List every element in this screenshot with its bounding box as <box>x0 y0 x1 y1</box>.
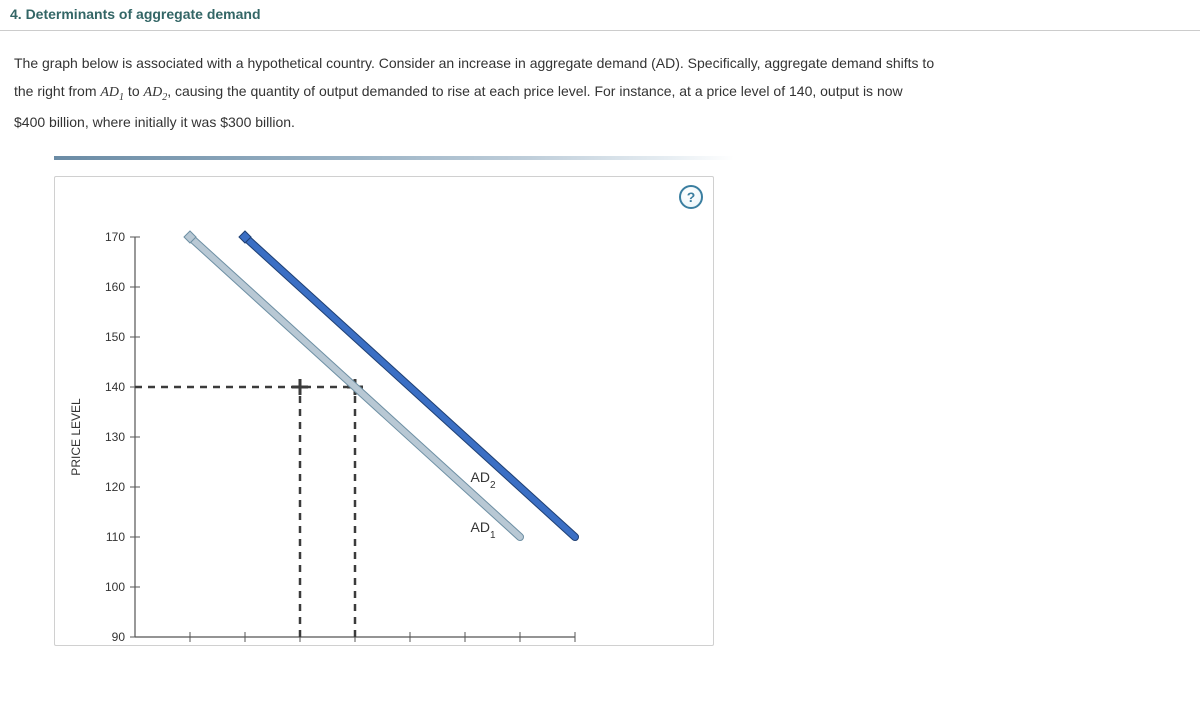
svg-text:110: 110 <box>106 530 125 544</box>
svg-text:160: 160 <box>105 280 125 294</box>
body-line-2a: the right from <box>14 83 100 99</box>
help-button[interactable]: ? <box>679 185 703 209</box>
question-header: 4. Determinants of aggregate demand <box>0 0 1200 31</box>
body-to: to <box>124 83 143 99</box>
help-icon: ? <box>687 183 696 211</box>
svg-text:AD2: AD2 <box>471 469 496 491</box>
svg-text:90: 90 <box>112 630 126 644</box>
svg-text:140: 140 <box>105 380 125 394</box>
body-line-2b: , causing the quantity of output demande… <box>167 83 902 99</box>
divider-bar <box>54 156 734 160</box>
y-axis-label: PRICE LEVEL <box>69 398 83 476</box>
svg-text:100: 100 <box>105 580 125 594</box>
body-line-1: The graph below is associated with a hyp… <box>14 55 934 71</box>
ad1-symbol: AD <box>100 85 119 100</box>
question-body: The graph below is associated with a hyp… <box>0 31 1200 656</box>
svg-text:130: 130 <box>105 430 125 444</box>
chart-frame: ? 90 100 110 120 130 140 150 160 170 PRICE LEVEL A… <box>54 176 714 646</box>
body-line-3: $400 billion, where initially it was $30… <box>14 114 295 130</box>
svg-text:150: 150 <box>105 330 125 344</box>
svg-text:AD1: AD1 <box>471 519 496 541</box>
ad2-symbol: AD <box>144 85 163 100</box>
ad-chart: 90 100 110 120 130 140 150 160 170 PRICE LEVEL AD1… <box>55 177 715 647</box>
chart-block: ? 90 100 110 120 130 140 150 160 170 PRICE LEVEL A… <box>54 156 1186 646</box>
question-title: 4. Determinants of aggregate demand <box>10 6 261 22</box>
svg-text:170: 170 <box>105 230 125 244</box>
svg-text:120: 120 <box>105 480 125 494</box>
